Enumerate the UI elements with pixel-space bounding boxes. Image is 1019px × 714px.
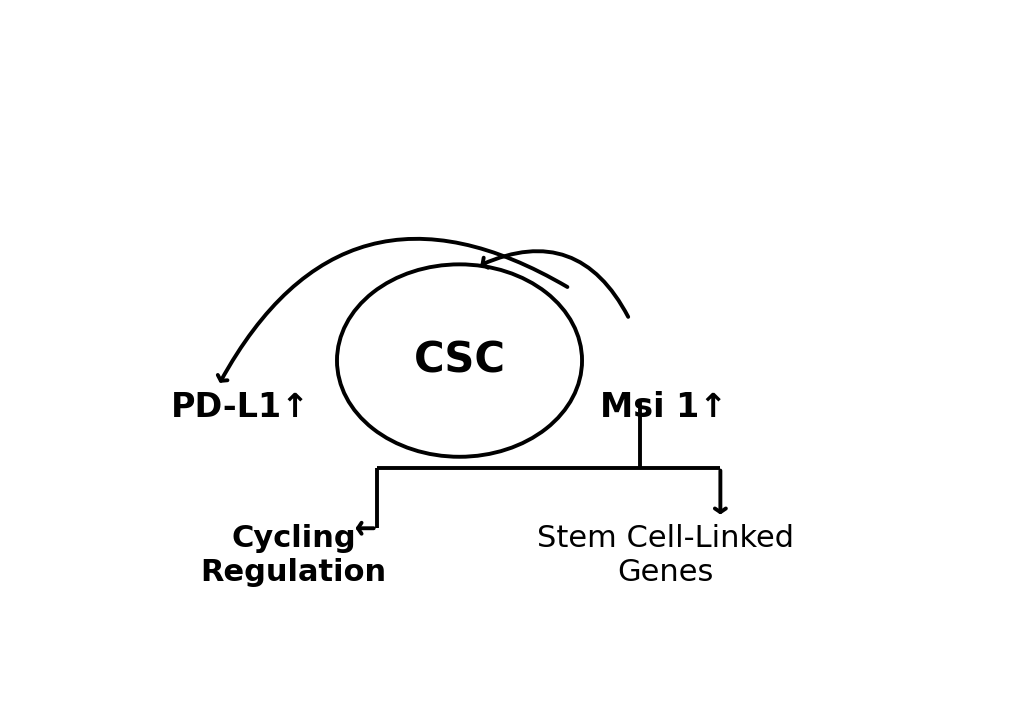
Text: CSC: CSC xyxy=(413,340,505,381)
FancyArrowPatch shape xyxy=(482,251,628,317)
Text: Cycling
Regulation: Cycling Regulation xyxy=(201,525,386,587)
FancyArrowPatch shape xyxy=(218,238,567,381)
Text: PD-L1↑: PD-L1↑ xyxy=(171,391,310,424)
Text: Msi 1↑: Msi 1↑ xyxy=(599,391,727,424)
Text: Stem Cell-Linked
Genes: Stem Cell-Linked Genes xyxy=(536,525,793,587)
